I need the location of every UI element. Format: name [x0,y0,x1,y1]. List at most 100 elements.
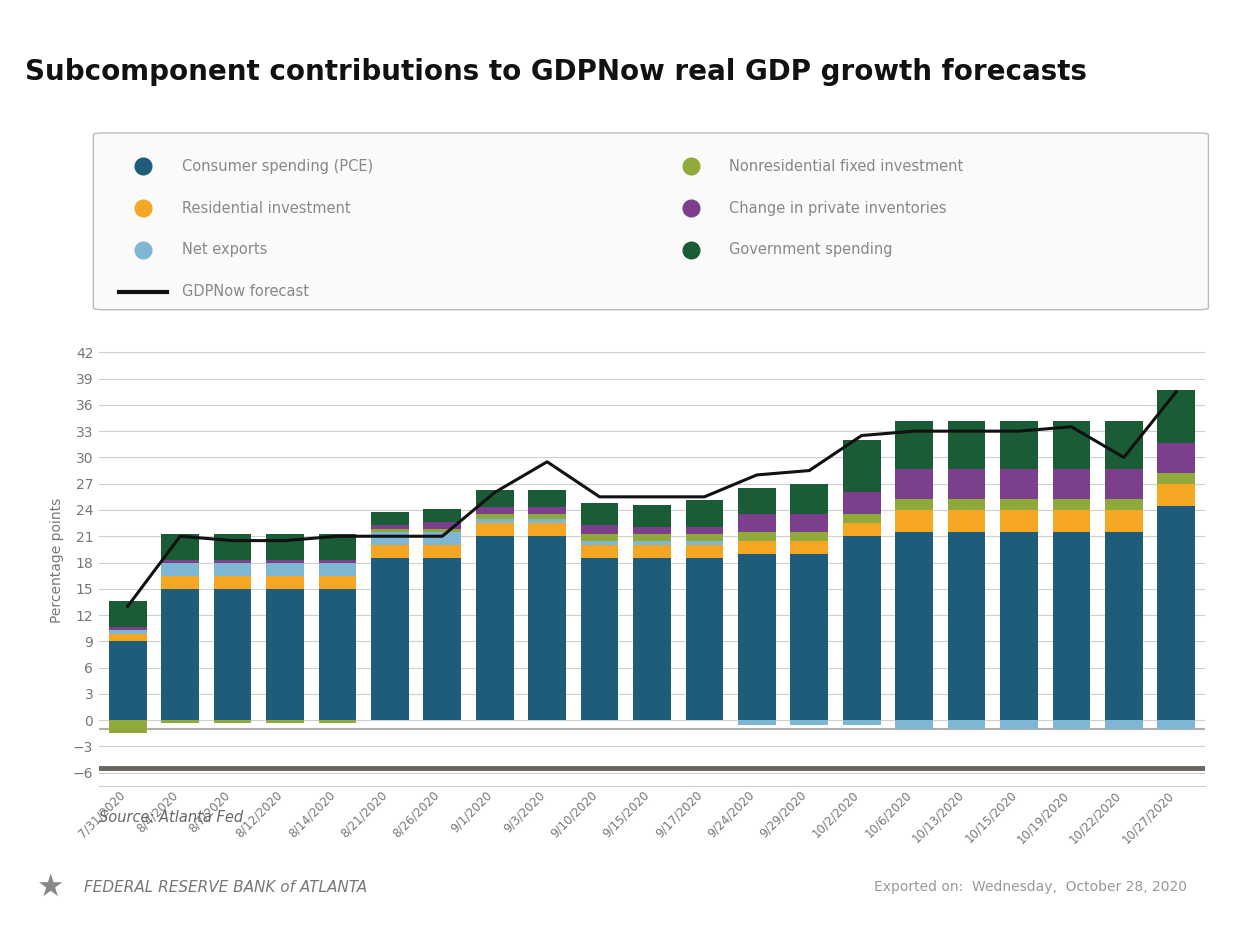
Bar [109,601,147,628]
Bar [319,589,356,720]
Bar [161,576,199,589]
Text: FEDERAL RESERVE BANK of ATLANTA: FEDERAL RESERVE BANK of ATLANTA [84,880,367,895]
Text: GDPNow forecast: GDPNow forecast [182,284,309,299]
Bar [319,563,356,576]
Bar [633,545,671,558]
Bar [581,540,618,545]
Bar [528,490,566,508]
Bar [1053,720,1090,729]
Bar [1053,469,1090,499]
Bar [424,545,461,558]
Bar [738,553,776,720]
Bar [790,532,828,540]
Bar [1157,720,1195,729]
Bar [109,720,147,733]
Bar [371,558,409,720]
Bar [214,720,251,723]
Text: Net exports: Net exports [182,243,267,258]
Bar [738,488,776,514]
Bar [948,532,985,720]
Bar [948,469,985,499]
Bar [633,534,671,540]
Bar [1053,532,1090,720]
Bar [633,526,671,534]
Text: Subcomponent contributions to GDPNow real GDP growth forecasts: Subcomponent contributions to GDPNow rea… [25,59,1086,86]
Text: Exported on:  Wednesday,  October 28, 2020: Exported on: Wednesday, October 28, 2020 [874,880,1187,895]
Bar [371,512,409,525]
Bar [319,720,356,723]
Bar [476,523,514,537]
Bar [1105,469,1143,499]
Bar [1105,510,1143,532]
Bar [738,532,776,540]
Bar [476,514,514,519]
Bar [109,628,147,630]
Bar [266,534,304,560]
Bar [738,514,776,532]
Bar [371,529,409,532]
Bar [686,526,723,534]
Bar [686,534,723,540]
Text: Change in private inventories: Change in private inventories [729,201,947,216]
Bar [895,499,933,510]
Bar [528,537,566,720]
Bar [790,720,828,724]
Bar [843,523,880,537]
Bar [581,545,618,558]
Bar [266,720,304,723]
Bar [424,532,461,545]
Bar [319,534,356,560]
Bar [948,720,985,729]
Bar [528,523,566,537]
Bar [686,558,723,720]
Bar [214,563,251,576]
Bar [528,519,566,523]
Bar [633,540,671,545]
Bar [1157,473,1195,484]
Bar [1000,720,1038,729]
Bar [214,576,251,589]
Bar [1157,484,1195,506]
Bar [895,532,933,720]
Bar [319,560,356,563]
Bar [109,634,147,642]
Bar [633,505,671,526]
Bar [371,545,409,558]
Bar [528,508,566,514]
Bar [843,514,880,523]
Bar [738,720,776,724]
Bar [1053,510,1090,532]
Bar [161,560,199,563]
Bar [161,534,199,560]
Bar [1157,443,1195,473]
Bar [476,490,514,508]
Bar [424,529,461,532]
Bar [633,558,671,720]
Bar [895,720,933,729]
Bar [1157,506,1195,720]
Bar [843,537,880,720]
Bar [266,589,304,720]
Bar [214,534,251,560]
Text: ★: ★ [36,872,63,902]
Bar [1053,420,1090,469]
Bar [1105,499,1143,510]
Bar [109,642,147,720]
Bar [1000,420,1038,469]
Bar [581,503,618,525]
Bar [948,510,985,532]
Bar [895,420,933,469]
Bar [1157,390,1195,443]
Bar [895,469,933,499]
Bar [686,545,723,558]
Bar [476,508,514,514]
Bar [790,484,828,514]
Text: Consumer spending (PCE): Consumer spending (PCE) [182,159,373,174]
Bar [424,509,461,523]
Bar [528,514,566,519]
Bar [1105,420,1143,469]
Bar [1000,510,1038,532]
Bar [581,558,618,720]
Bar [1053,499,1090,510]
Bar [790,540,828,553]
